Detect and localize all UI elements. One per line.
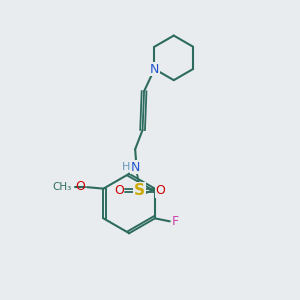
Text: CH₃: CH₃ xyxy=(52,182,72,192)
Text: O: O xyxy=(155,184,165,197)
Text: N: N xyxy=(150,62,159,76)
Text: F: F xyxy=(172,215,179,228)
Text: O: O xyxy=(114,184,124,197)
Text: N: N xyxy=(130,160,140,174)
Text: S: S xyxy=(134,183,145,198)
Text: H: H xyxy=(122,162,130,172)
Text: O: O xyxy=(75,180,85,193)
